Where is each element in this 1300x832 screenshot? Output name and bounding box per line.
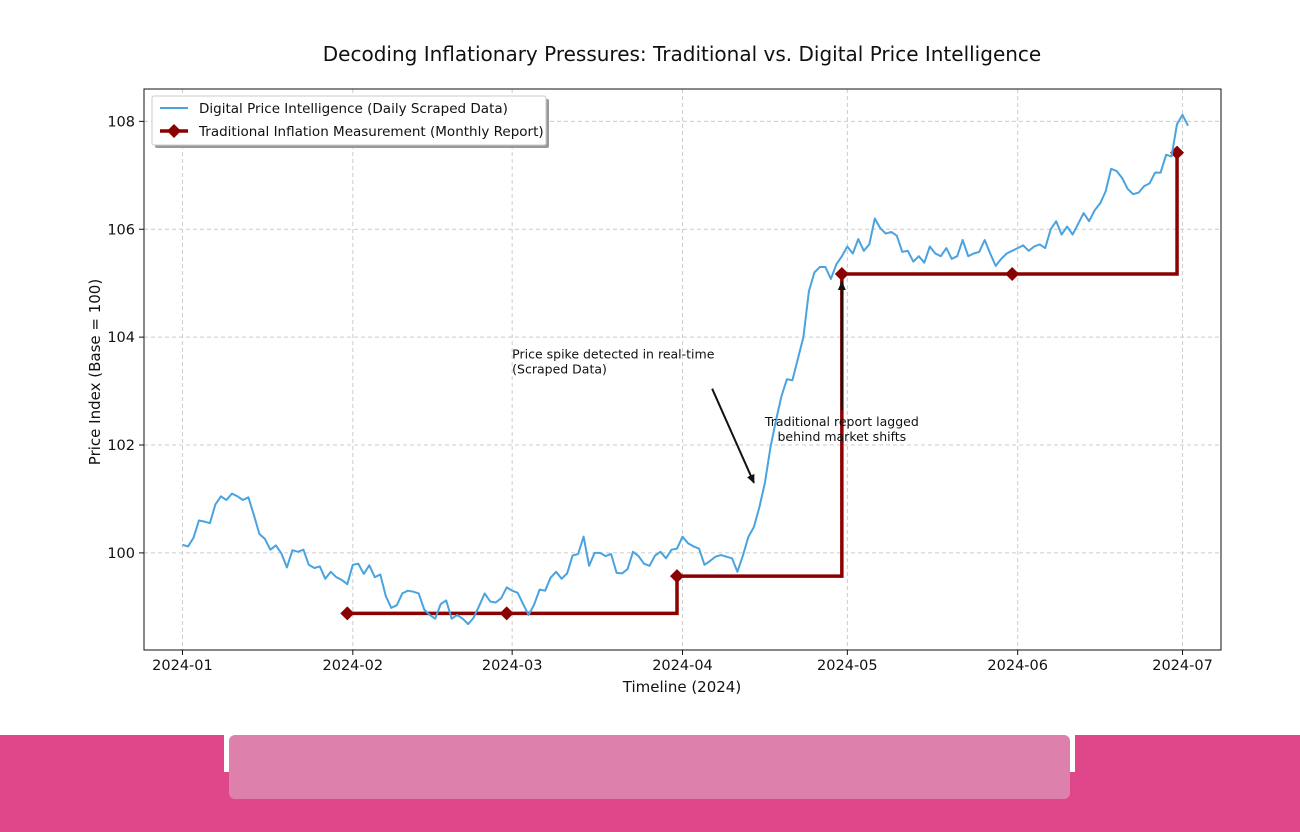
annotation-text: (Scraped Data) (512, 362, 607, 377)
gridlines (144, 89, 1221, 650)
x-axis-label: Timeline (2024) (622, 678, 741, 696)
annotation-text: Price spike detected in real-time (512, 347, 715, 362)
traditional-marker (834, 267, 849, 282)
digital-series (182, 113, 1189, 626)
traditional-marker (670, 569, 685, 584)
y-axis-label: Price Index (Base = 100) (86, 279, 104, 465)
chart-title: Decoding Inflationary Pressures: Traditi… (323, 42, 1041, 66)
y-tick-label: 108 (107, 114, 135, 130)
legend-label-digital: Digital Price Intelligence (Daily Scrape… (199, 101, 508, 117)
annotation-text: behind market shifts (778, 429, 907, 444)
x-tick-label: 2024-02 (323, 658, 384, 674)
y-tick-label: 100 (107, 546, 135, 562)
x-tick-label: 2024-01 (152, 658, 213, 674)
y-tick-label: 104 (107, 330, 135, 346)
legend-label-traditional: Traditional Inflation Measurement (Month… (198, 124, 544, 140)
y-tick-label: 102 (107, 438, 135, 454)
traditional-marker (1005, 267, 1020, 282)
x-tick-label: 2024-03 (482, 658, 543, 674)
legend: Digital Price Intelligence (Daily Scrape… (151, 95, 549, 148)
annotations: Price spike detected in real-time(Scrape… (512, 281, 919, 484)
axis-ticks: 2024-01 2024-02 2024-03 2024-04 2024-05 2024-… (107, 114, 1213, 674)
annotation-text: Traditional report lagged (764, 414, 919, 429)
x-tick-label: 2024-06 (987, 658, 1048, 674)
traditional-series (340, 145, 1185, 621)
legend-marker-traditional (167, 124, 181, 138)
inflation-chart: Decoding Inflationary Pressures: Traditi… (86, 42, 1222, 696)
bottom-input-field[interactable] (229, 735, 1070, 799)
traditional-step-line (347, 152, 1179, 616)
traditional-marker (340, 606, 355, 621)
legend-box (151, 95, 547, 146)
x-tick-label: 2024-07 (1152, 658, 1213, 674)
x-tick-label: 2024-05 (817, 658, 878, 674)
annotation-arrow (711, 388, 755, 484)
traditional-marker (499, 606, 514, 621)
x-tick-label: 2024-04 (652, 658, 713, 674)
digital-price-line (182, 113, 1189, 626)
y-tick-label: 106 (107, 222, 135, 238)
